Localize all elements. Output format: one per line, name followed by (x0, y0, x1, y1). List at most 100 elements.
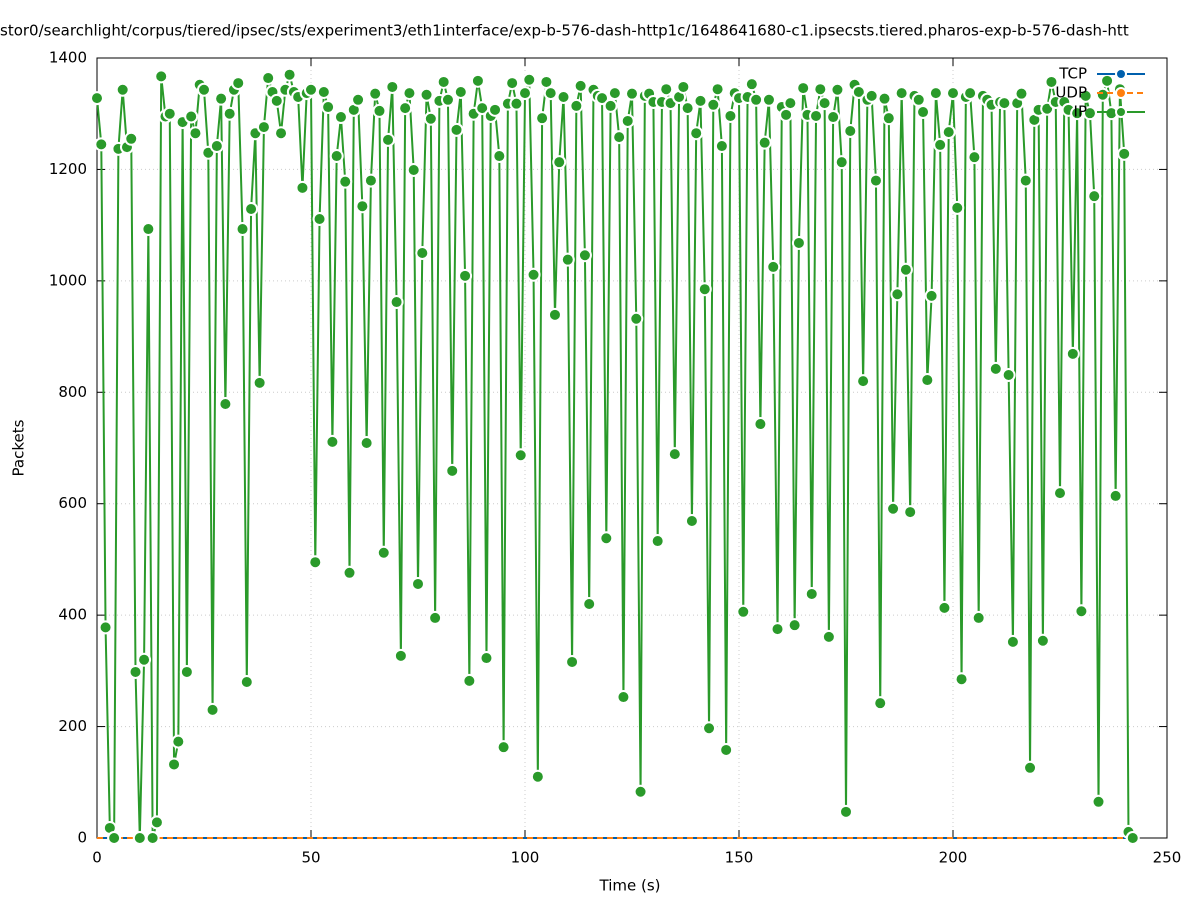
y-tick-label: 1400 (49, 49, 87, 67)
data-point (1044, 74, 1059, 89)
data-point (505, 76, 520, 91)
data-point (312, 212, 327, 227)
data-point (680, 101, 695, 116)
data-point (881, 111, 896, 126)
data-point (873, 696, 888, 711)
data-point (924, 288, 939, 303)
data-point (963, 86, 978, 101)
data-point (650, 534, 665, 549)
data-point (603, 98, 618, 113)
data-point (449, 122, 464, 137)
data-point (543, 86, 558, 101)
data-point (839, 804, 853, 819)
data-point (205, 702, 220, 717)
data-point (244, 201, 259, 216)
data-point (145, 831, 160, 845)
data-point (813, 82, 828, 97)
data-point (988, 361, 1003, 376)
data-point (826, 110, 841, 125)
y-tick-label: 1000 (49, 271, 87, 289)
data-point (941, 125, 956, 140)
data-point (1078, 88, 1093, 103)
data-point (971, 610, 986, 625)
data-point (565, 654, 580, 669)
data-point (1014, 86, 1029, 101)
data-point (569, 98, 584, 113)
data-point (488, 102, 503, 117)
data-point (530, 769, 545, 784)
data-point (518, 86, 532, 101)
data-point (573, 78, 588, 93)
data-point (1074, 604, 1089, 619)
data-point (355, 199, 370, 214)
data-point (817, 96, 832, 111)
data-point (547, 307, 562, 322)
data-point (406, 162, 421, 177)
data-point (667, 447, 682, 462)
data-point (171, 734, 186, 749)
legend-marker (1115, 87, 1127, 99)
data-point (659, 82, 674, 97)
data-point (535, 111, 550, 126)
data-point (766, 259, 781, 274)
data-point (556, 90, 571, 104)
data-point (411, 576, 425, 591)
data-point (770, 622, 785, 637)
data-point (132, 831, 147, 845)
data-point (714, 139, 729, 154)
y-tick-label: 1200 (49, 160, 87, 178)
data-point (821, 629, 836, 644)
data-point (376, 545, 391, 560)
data-point (398, 101, 413, 116)
y-tick-label: 200 (58, 717, 87, 735)
data-point (946, 86, 960, 101)
x-tick-label: 200 (939, 849, 968, 867)
data-point (967, 150, 982, 165)
data-point (804, 586, 819, 601)
data-point (359, 435, 374, 450)
data-point (222, 106, 237, 121)
data-point (582, 597, 597, 611)
data-point (834, 155, 849, 170)
data-point (577, 248, 592, 263)
data-point (560, 252, 575, 267)
data-point (779, 107, 794, 122)
data-point (261, 71, 276, 86)
legend-label: UDP (1055, 84, 1087, 102)
x-axis-label: Time (s) (599, 877, 661, 895)
y-axis-label: Packets (10, 419, 28, 476)
x-tick-label: 100 (511, 849, 540, 867)
data-point (436, 74, 451, 89)
data-point (522, 72, 537, 87)
data-point (329, 149, 344, 164)
data-point (689, 126, 704, 141)
data-point (218, 396, 233, 411)
data-point (235, 222, 250, 237)
data-point (372, 103, 387, 118)
x-tick-label: 250 (1153, 849, 1182, 867)
data-point (149, 815, 164, 830)
data-point (684, 513, 699, 528)
data-point (368, 86, 383, 101)
data-point (620, 113, 635, 128)
data-point (124, 131, 139, 146)
data-point (304, 82, 318, 97)
data-point (599, 531, 614, 546)
data-point (595, 91, 610, 106)
data-point (552, 155, 567, 170)
data-point (697, 282, 712, 297)
data-point (295, 180, 310, 195)
data-point (719, 742, 734, 757)
data-point (898, 262, 913, 277)
legend-label: IP (1074, 103, 1087, 121)
data-point (256, 120, 271, 135)
data-point (890, 287, 905, 302)
data-point (98, 620, 113, 635)
data-point (928, 86, 943, 101)
data-point (1005, 634, 1020, 649)
data-point (1035, 633, 1050, 648)
data-point (214, 91, 229, 106)
data-point (321, 100, 336, 115)
data-point (744, 77, 759, 92)
